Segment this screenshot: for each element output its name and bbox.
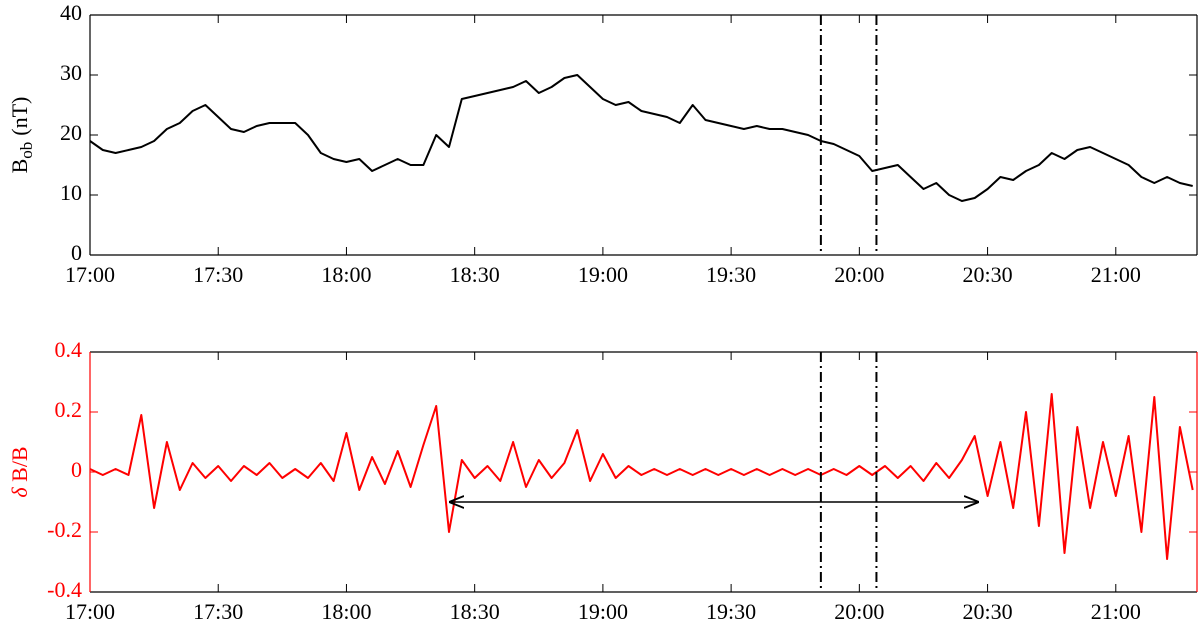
x-tick-label: 20:30: [963, 599, 1013, 624]
y-tick-label: 20: [60, 120, 82, 145]
x-tick-label: 20:00: [834, 599, 884, 624]
x-tick-label: 21:00: [1091, 262, 1141, 287]
y-axis-label-part: δ: [7, 487, 32, 498]
x-tick-label: 18:30: [450, 262, 500, 287]
y-tick-label: 0.2: [55, 397, 83, 422]
y-axis-label: δ B/B: [7, 446, 32, 497]
y-axis-label-part: B/B: [7, 446, 32, 487]
x-tick-label: 19:00: [578, 599, 628, 624]
x-tick-label: 17:30: [193, 262, 243, 287]
x-tick-label: 17:30: [193, 599, 243, 624]
y-tick-label: -0.4: [47, 577, 82, 602]
y-tick-label: 30: [60, 60, 82, 85]
x-tick-label: 18:30: [450, 599, 500, 624]
y-tick-label: -0.2: [47, 517, 82, 542]
x-tick-label: 18:00: [321, 599, 371, 624]
y-axis-label-part: ob: [17, 142, 36, 159]
y-tick-label: 0: [71, 457, 82, 482]
y-tick-label: 10: [60, 180, 82, 205]
data-line: [89, 393, 1194, 560]
y-axis-label-part: (nT): [7, 97, 32, 136]
x-tick-label: 17:00: [65, 262, 115, 287]
x-tick-label: 19:30: [706, 262, 756, 287]
x-tick-label: 17:00: [65, 599, 115, 624]
x-tick-label: 19:00: [578, 262, 628, 287]
y-axis-label: Bob (nT): [7, 97, 36, 174]
x-tick-label: 20:00: [834, 262, 884, 287]
y-tick-label: 0: [71, 240, 82, 265]
x-tick-label: 19:30: [706, 599, 756, 624]
data-line: [89, 74, 1193, 202]
x-tick-label: 18:00: [321, 262, 371, 287]
x-tick-label: 21:00: [1091, 599, 1141, 624]
y-tick-label: 40: [60, 0, 82, 25]
y-tick-label: 0.4: [55, 337, 83, 362]
x-tick-label: 20:30: [963, 262, 1013, 287]
y-axis-label-part: B: [7, 159, 32, 174]
